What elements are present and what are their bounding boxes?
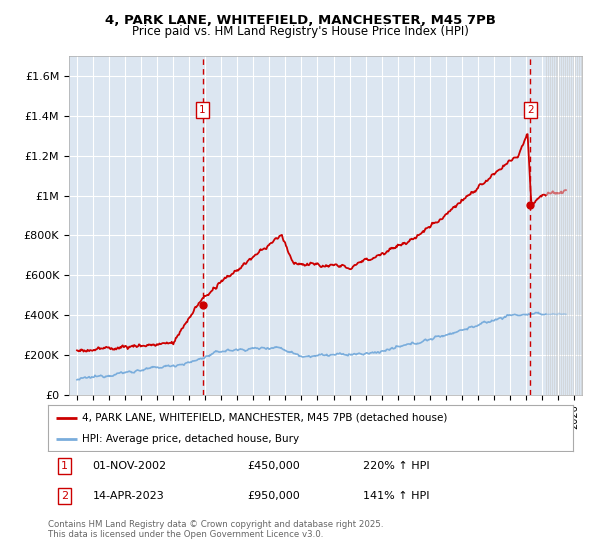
Text: 220% ↑ HPI: 220% ↑ HPI (363, 461, 430, 471)
Text: 01-NOV-2002: 01-NOV-2002 (92, 461, 167, 471)
Text: Price paid vs. HM Land Registry's House Price Index (HPI): Price paid vs. HM Land Registry's House … (131, 25, 469, 38)
Bar (546, 56, 590, 395)
Text: 1: 1 (61, 461, 68, 471)
Text: HPI: Average price, detached house, Bury: HPI: Average price, detached house, Bury (82, 435, 299, 444)
Text: 14-APR-2023: 14-APR-2023 (92, 491, 164, 501)
Text: Contains HM Land Registry data © Crown copyright and database right 2025.
This d: Contains HM Land Registry data © Crown c… (48, 520, 383, 539)
Text: 4, PARK LANE, WHITEFIELD, MANCHESTER, M45 7PB: 4, PARK LANE, WHITEFIELD, MANCHESTER, M4… (104, 14, 496, 27)
Text: 1: 1 (199, 105, 206, 115)
Text: £950,000: £950,000 (248, 491, 300, 501)
Text: £450,000: £450,000 (248, 461, 300, 471)
Text: 4, PARK LANE, WHITEFIELD, MANCHESTER, M45 7PB (detached house): 4, PARK LANE, WHITEFIELD, MANCHESTER, M4… (82, 413, 448, 423)
Text: 2: 2 (61, 491, 68, 501)
Bar (546, 56, 590, 395)
Text: 2: 2 (527, 105, 533, 115)
Text: 141% ↑ HPI: 141% ↑ HPI (363, 491, 430, 501)
